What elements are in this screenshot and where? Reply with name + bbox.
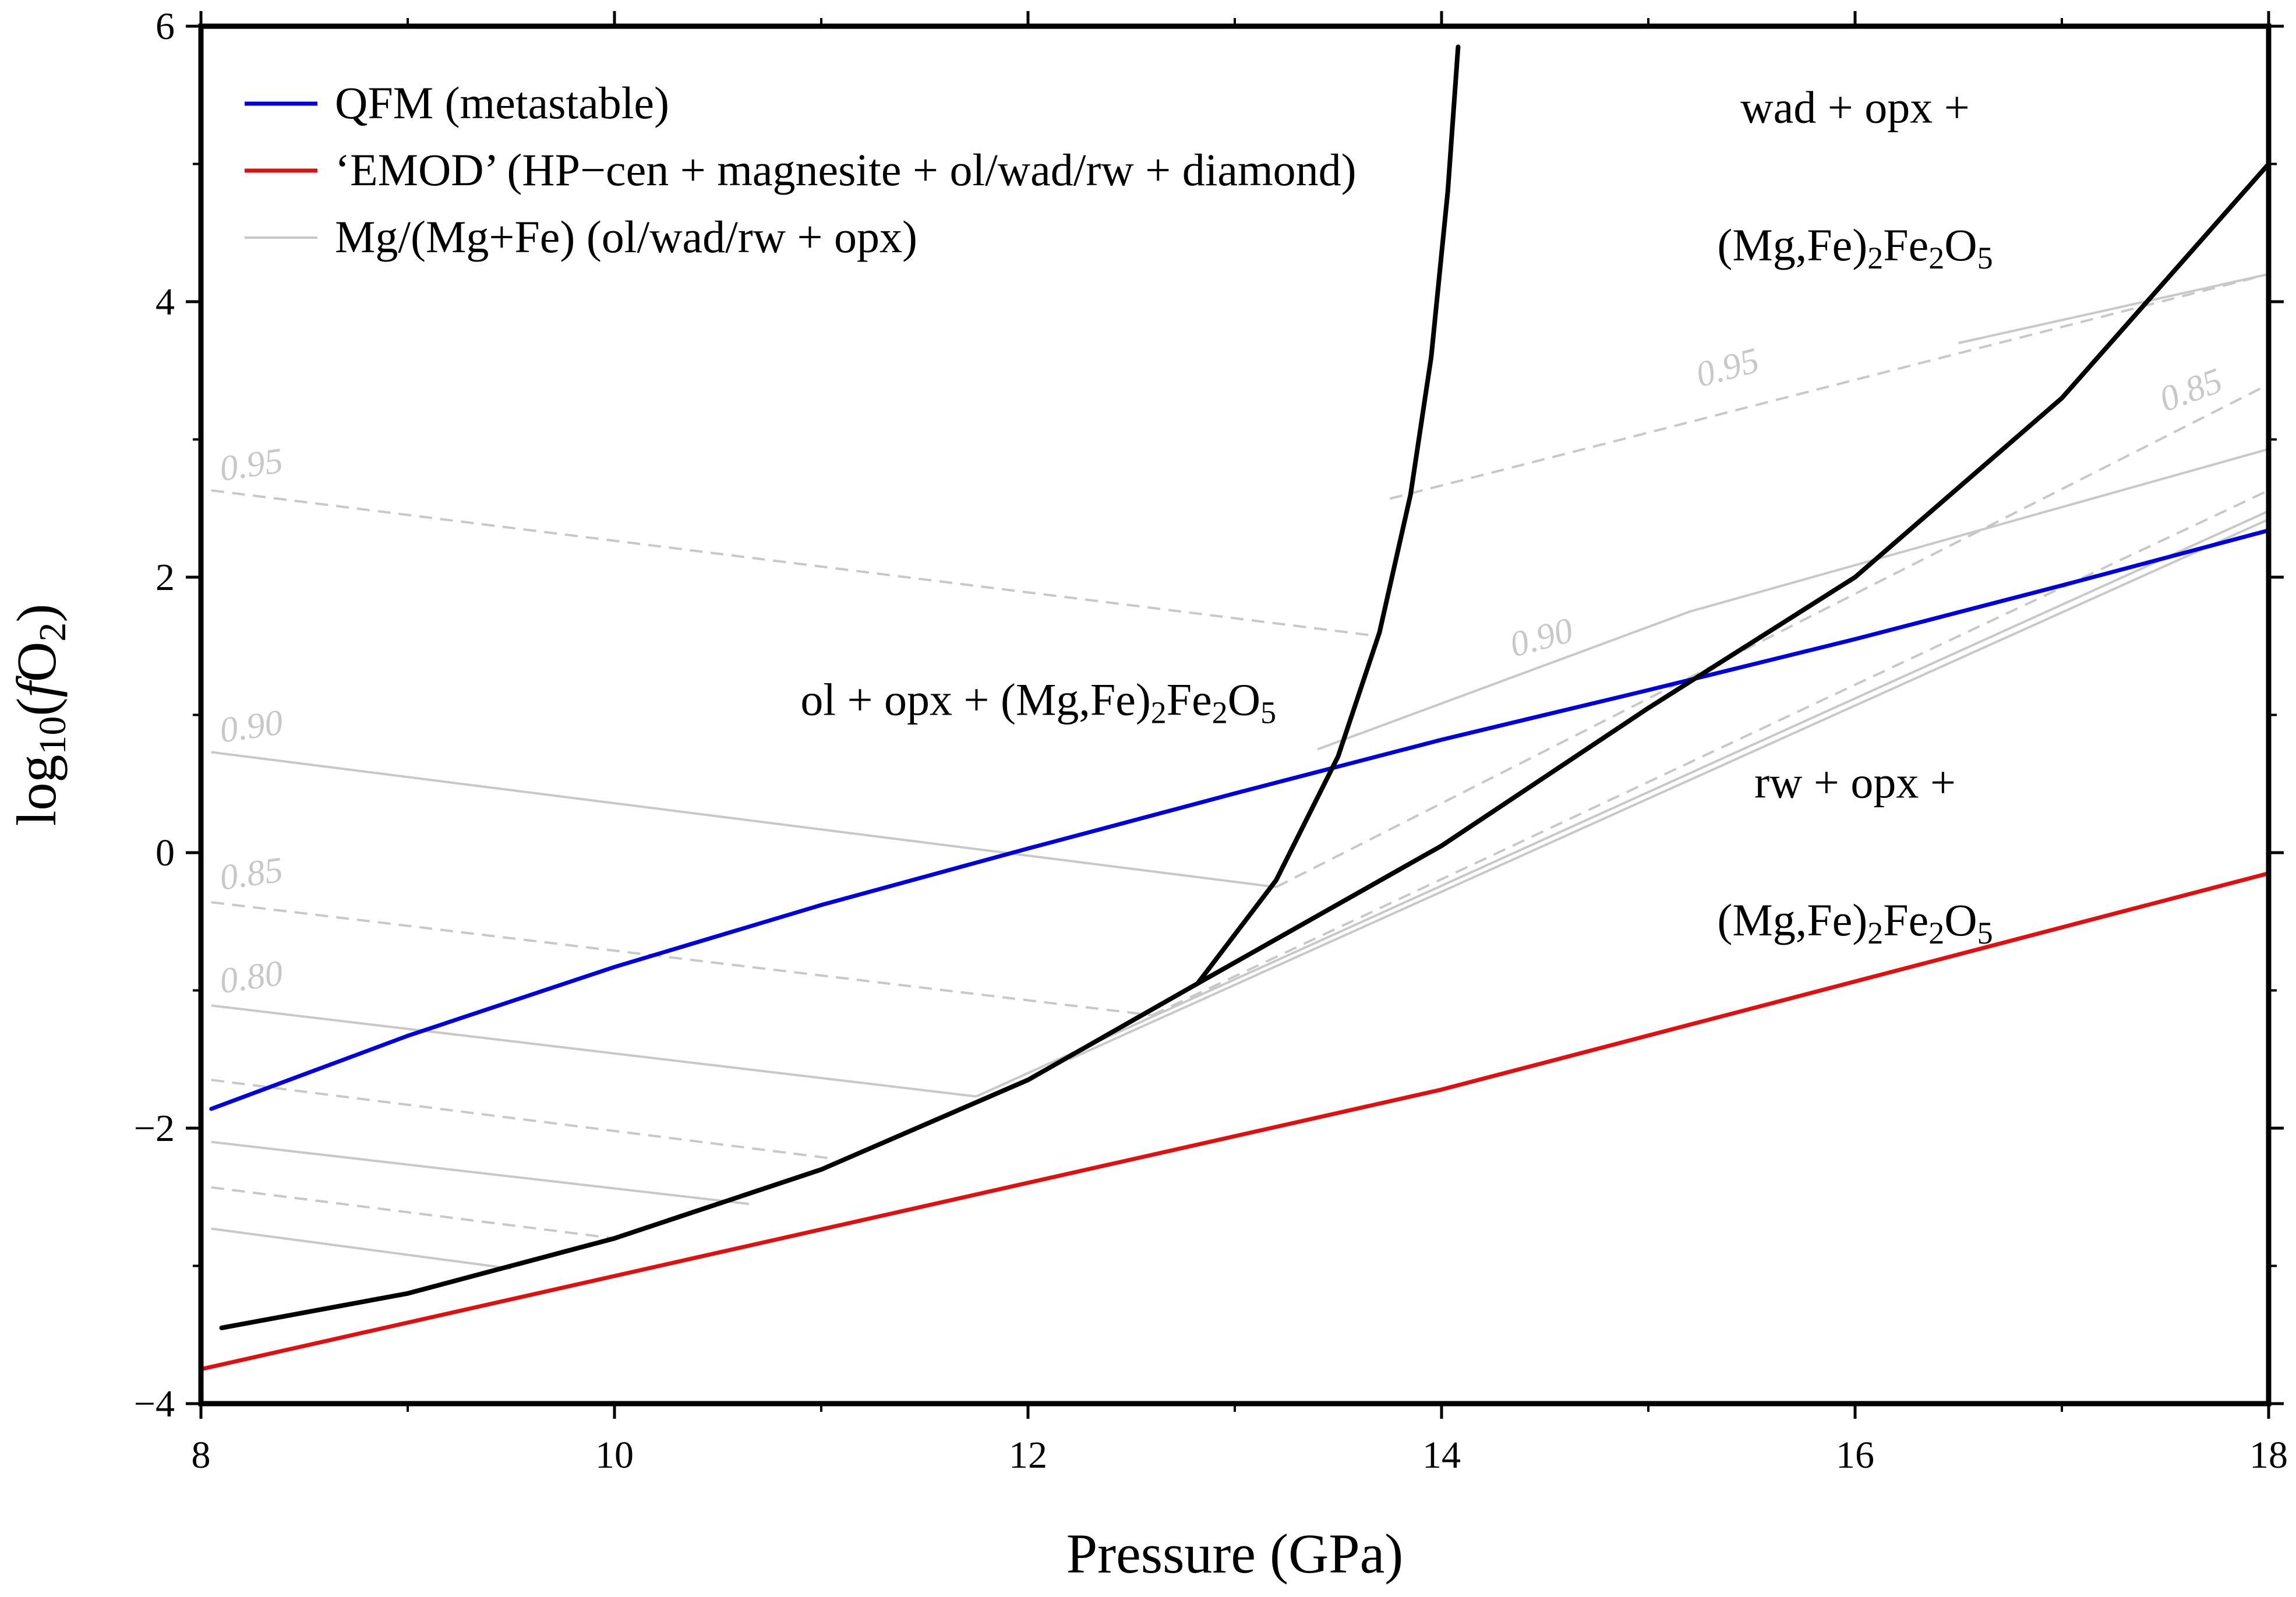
- x-axis-title: Pressure (GPa): [1066, 1522, 1404, 1585]
- contour-label-1: 0.90: [217, 702, 285, 750]
- y-tick-label-0: −4: [134, 1383, 175, 1425]
- region-label-4: (Mg,Fe)2Fe2O5: [1717, 895, 1993, 951]
- x-tick-label-3: 14: [1422, 1434, 1461, 1476]
- contour-line-5: [211, 1140, 750, 1206]
- series-line-0: [209, 528, 2271, 1111]
- y-tick-label-1: −2: [134, 1107, 175, 1150]
- x-tick-label-5: 18: [2249, 1434, 2288, 1476]
- y-tick-label-2: 0: [156, 832, 175, 874]
- legend-label-0: QFM (metastable): [335, 77, 669, 128]
- contour-line-1: [211, 751, 1277, 889]
- x-tick-label-0: 8: [192, 1434, 211, 1476]
- contour-line-14: [976, 510, 2269, 1098]
- y-tick-label-5: 6: [156, 5, 175, 48]
- region-label-2: (Mg,Fe)2Fe2O5: [1717, 220, 1993, 275]
- x-tick-label-2: 12: [1009, 1434, 1047, 1476]
- y-axis-title: log10(fO2): [5, 604, 74, 826]
- contour-line-15: [1069, 518, 2269, 1061]
- legend-label-1: ‘EMOD’ (HP−cen + magnesite + ol/wad/rw +…: [335, 144, 1357, 195]
- x-tick-label-1: 10: [595, 1434, 634, 1476]
- contour-line-7: [211, 1227, 511, 1270]
- y-tick-label-3: 2: [156, 556, 175, 599]
- series-line-1: [199, 871, 2271, 1372]
- contour-label-2: 0.85: [217, 850, 285, 898]
- contour-label-0: 0.95: [217, 441, 285, 489]
- region-label-0: ol + opx + (Mg,Fe)2Fe2O5: [800, 674, 1276, 730]
- series-line-3: [219, 981, 1200, 1330]
- axes: 8 10 12 14 16 18 −4 −2 0 2 4 6 Pressure (GPa) log10(f…: [5, 5, 2288, 1585]
- x-tick-label-4: 16: [1836, 1434, 1874, 1476]
- contour-line-2: [211, 901, 1153, 1017]
- series-line-4: [1195, 161, 2271, 986]
- region-labels: ol + opx + (Mg,Fe)2Fe2O5 wad + opx + (Mg,F…: [800, 82, 1993, 951]
- legend: QFM (metastable) ‘EMOD’ (HP−cen + magnesi…: [245, 77, 1357, 262]
- contour-labels: 0.950.900.850.800.950.900.85: [217, 340, 2227, 1001]
- legend-label-2: Mg/(Mg+Fe) (ol/wad/rw + opx): [335, 211, 917, 262]
- contour-line-0: [211, 489, 1370, 637]
- contour-line-6: [211, 1186, 615, 1240]
- contour-line-10: [1317, 610, 1690, 751]
- contour-line-8: [1389, 273, 2269, 500]
- contour-line-12: [1276, 383, 2269, 888]
- contour-label-3: 0.80: [217, 953, 285, 1001]
- y-tick-label-4: 4: [156, 281, 175, 323]
- contour-line-3: [211, 1004, 977, 1098]
- series-line-2: [1195, 44, 1461, 986]
- region-label-1: wad + opx +: [1740, 82, 1969, 133]
- region-label-3: rw + opx +: [1754, 757, 1956, 807]
- contour-line-9: [1958, 273, 2269, 344]
- data-series: [199, 44, 2271, 1372]
